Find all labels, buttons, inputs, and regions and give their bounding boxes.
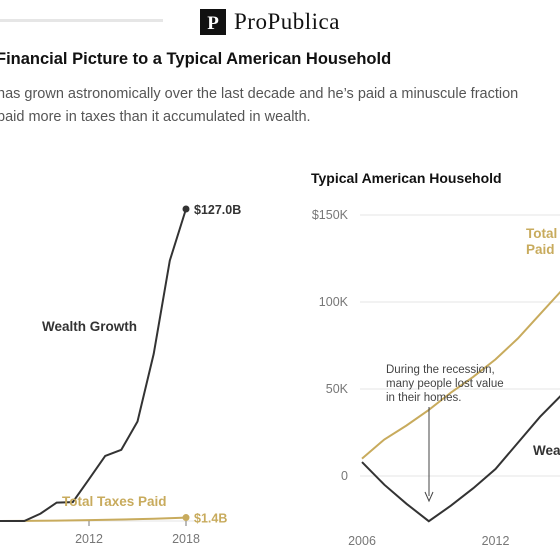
dek-line-1: has grown astronomically over the last d… — [0, 86, 519, 102]
total-taxes-paid-end-label: $1.4B — [194, 512, 227, 526]
propublica-mark-icon: P — [200, 9, 226, 35]
series-label-total-taxes-paid-line-1: Total — [526, 226, 557, 241]
dek-line-2: paid more in taxes than it accumulated i… — [0, 109, 311, 125]
series-label-wealth-growth-line-1: Wea — [533, 443, 560, 458]
wealth-growth-end-label: $127.0B — [194, 203, 241, 217]
x-tick-label-2018: 2018 — [172, 532, 200, 546]
total-taxes-paid-end-point — [182, 514, 190, 522]
story-dek: has grown astronomically over the last d… — [0, 83, 560, 129]
y-tick-label-50k: 50K — [326, 382, 349, 396]
y-tick-label-100k: 100K — [319, 295, 349, 309]
brand-name: ProPublica — [234, 9, 340, 34]
x-tick-label-2006: 2006 — [348, 534, 376, 548]
series-label-wealth-growth: Wealth Growth — [42, 319, 137, 334]
annotation-line-2: many people lost value — [386, 378, 504, 390]
series-label-total-taxes-paid-line-2: Paid — [526, 242, 555, 257]
x-tick-label-2012: 2012 — [75, 532, 103, 546]
series-label-total-taxes-paid: Total Taxes Paid — [62, 494, 167, 509]
wealth-growth-end-point — [182, 205, 190, 213]
annotation-line-1: During the recession, — [386, 364, 495, 376]
chart-title: Typical American Household — [311, 170, 502, 186]
header-rule — [0, 19, 163, 22]
wealth-vs-taxes-chart: 2012 2018 $127.0B $1.4B Wealth Growth Total T… — [0, 203, 241, 546]
series-line-wealth-growth — [361, 395, 560, 523]
typical-household-chart: Typical American Household $150K 100K 50K 0 2… — [311, 170, 560, 548]
story-headline: Financial Picture to a Typical American … — [0, 50, 392, 68]
x-tick-label-2012: 2012 — [482, 534, 510, 548]
annotation-arrow-head — [424, 491, 434, 503]
series-line-total-taxes-paid — [361, 290, 560, 460]
annotation-line-3: in their homes. — [386, 392, 461, 404]
y-tick-label-0: 0 — [341, 469, 348, 483]
propublica-logo[interactable]: P ProPublica — [200, 9, 340, 35]
y-tick-label-150k: $150K — [312, 208, 349, 222]
series-line-wealth-growth — [0, 208, 187, 522]
svg-text:P: P — [207, 13, 219, 34]
